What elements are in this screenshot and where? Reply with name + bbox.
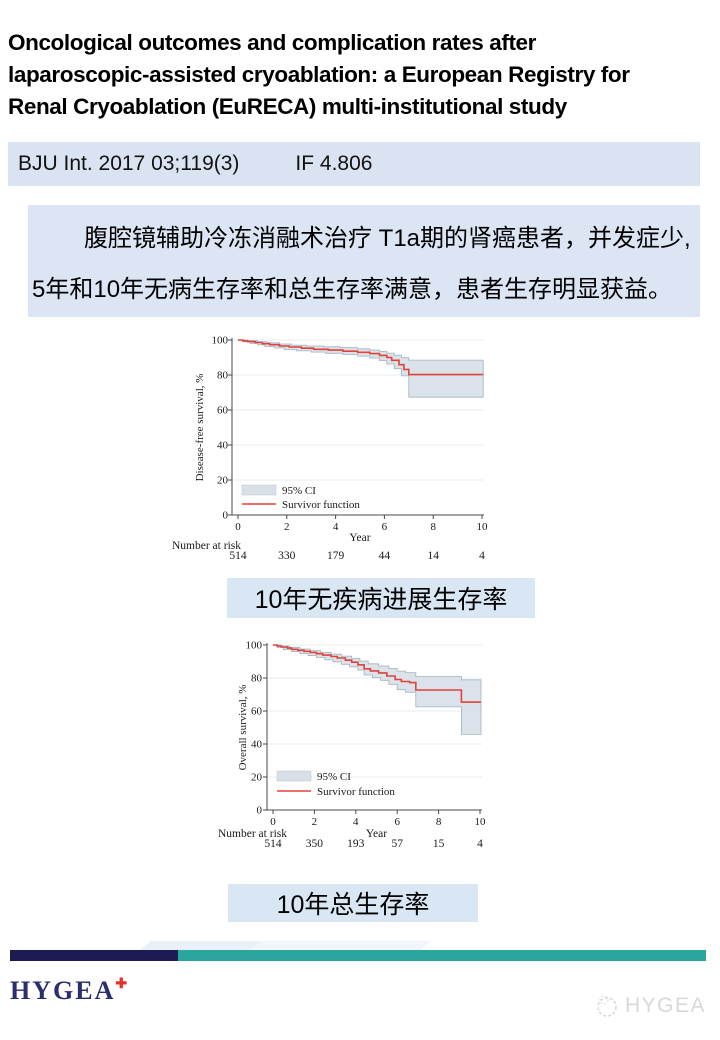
svg-text:Year: Year bbox=[366, 828, 387, 840]
svg-text:0: 0 bbox=[270, 816, 276, 828]
footer-divider-navy bbox=[10, 950, 178, 961]
svg-text:4: 4 bbox=[477, 838, 483, 850]
svg-text:60: 60 bbox=[251, 706, 263, 718]
svg-text:44: 44 bbox=[379, 550, 391, 562]
svg-text:350: 350 bbox=[306, 838, 324, 850]
svg-text:0: 0 bbox=[257, 805, 263, 817]
svg-text:20: 20 bbox=[217, 475, 229, 487]
hygea-logo-text: HYGEA bbox=[10, 976, 116, 1005]
svg-text:193: 193 bbox=[347, 838, 365, 850]
paper-title-line: Renal Cryoablation (EuRECA) multi-instit… bbox=[8, 94, 567, 119]
svg-text:Disease-free survival, %: Disease-free survival, % bbox=[194, 374, 206, 482]
svg-text:Overall survival, %: Overall survival, % bbox=[237, 685, 249, 771]
svg-text:4: 4 bbox=[333, 521, 339, 533]
citation-bar: BJU Int. 2017 03;119(3) IF 4.806 bbox=[8, 142, 700, 186]
svg-text:4: 4 bbox=[479, 550, 485, 562]
svg-text:Survivor function: Survivor function bbox=[282, 499, 360, 511]
svg-text:2: 2 bbox=[284, 521, 290, 533]
svg-text:95% CI: 95% CI bbox=[317, 771, 351, 783]
svg-text:Year: Year bbox=[349, 532, 370, 544]
watermark-logo-icon bbox=[597, 995, 617, 1017]
svg-text:6: 6 bbox=[382, 521, 388, 533]
svg-text:2: 2 bbox=[312, 816, 318, 828]
svg-text:100: 100 bbox=[246, 640, 263, 652]
impact-factor: IF 4.806 bbox=[295, 152, 373, 175]
svg-text:Number at risk: Number at risk bbox=[218, 828, 287, 840]
red-cross-icon: ✚ bbox=[115, 977, 128, 992]
svg-text:60: 60 bbox=[217, 405, 229, 417]
svg-text:0: 0 bbox=[235, 521, 241, 533]
svg-text:8: 8 bbox=[430, 521, 436, 533]
paper-title-line: Oncological outcomes and complication ra… bbox=[8, 30, 537, 55]
os-survival-chart: 0 20 40 60 80 100 0 2 4 6 8 10 Year Overall survival,… bbox=[200, 633, 500, 858]
svg-text:330: 330 bbox=[278, 550, 296, 562]
summary-box: 腹腔镜辅助冷冻消融术治疗 T1a期的肾癌患者，并发症少, 5年和10年无病生存率… bbox=[28, 205, 700, 317]
hygea-logo: HYGEA✚ bbox=[10, 976, 127, 1006]
os-survival-chart-svg: 0 20 40 60 80 100 0 2 4 6 8 10 Year Overall survival,… bbox=[218, 640, 487, 851]
svg-text:40: 40 bbox=[251, 739, 263, 751]
os-chart-caption: 10年总生存率 bbox=[228, 884, 478, 922]
svg-text:8: 8 bbox=[436, 816, 442, 828]
svg-text:40: 40 bbox=[217, 440, 229, 452]
svg-text:0: 0 bbox=[223, 510, 229, 522]
paper-title: Oncological outcomes and complication ra… bbox=[8, 27, 714, 123]
svg-text:14: 14 bbox=[427, 550, 439, 562]
summary-line: 5年和10年无病生存率和总生存率满意，患者生存明显获益。 bbox=[32, 276, 673, 303]
dfs-survival-chart: 0 20 40 60 80 100 0 2 4 6 8 10 Year Disease-free surv… bbox=[165, 328, 505, 568]
svg-text:514: 514 bbox=[229, 550, 247, 562]
svg-text:10: 10 bbox=[477, 521, 489, 533]
svg-text:95% CI: 95% CI bbox=[282, 485, 316, 497]
svg-text:100: 100 bbox=[212, 335, 229, 347]
svg-text:20: 20 bbox=[251, 772, 263, 784]
svg-text:179: 179 bbox=[327, 550, 345, 562]
svg-text:80: 80 bbox=[217, 370, 229, 382]
svg-text:514: 514 bbox=[264, 838, 282, 850]
svg-text:57: 57 bbox=[391, 838, 403, 850]
paper-title-line: laparoscopic-assisted cryoablation: a Eu… bbox=[8, 62, 630, 87]
svg-text:6: 6 bbox=[394, 816, 400, 828]
svg-text:80: 80 bbox=[251, 673, 263, 685]
footer-divider-teal bbox=[178, 950, 706, 961]
dfs-survival-chart-svg: 0 20 40 60 80 100 0 2 4 6 8 10 Year Disease-free surv… bbox=[172, 335, 489, 563]
svg-text:4: 4 bbox=[353, 816, 359, 828]
svg-text:10: 10 bbox=[475, 816, 487, 828]
summary-line: 腹腔镜辅助冷冻消融术治疗 T1a期的肾癌患者，并发症少, bbox=[84, 225, 691, 252]
watermark: HYGEA bbox=[594, 993, 706, 1019]
dfs-chart-caption: 10年无疾病进展生存率 bbox=[227, 578, 535, 618]
journal-citation: BJU Int. 2017 03;119(3) bbox=[18, 152, 240, 175]
svg-text:15: 15 bbox=[433, 838, 445, 850]
svg-text:Number at risk: Number at risk bbox=[172, 540, 241, 552]
watermark-text: HYGEA bbox=[625, 994, 707, 1017]
svg-text:Survivor function: Survivor function bbox=[317, 786, 395, 798]
